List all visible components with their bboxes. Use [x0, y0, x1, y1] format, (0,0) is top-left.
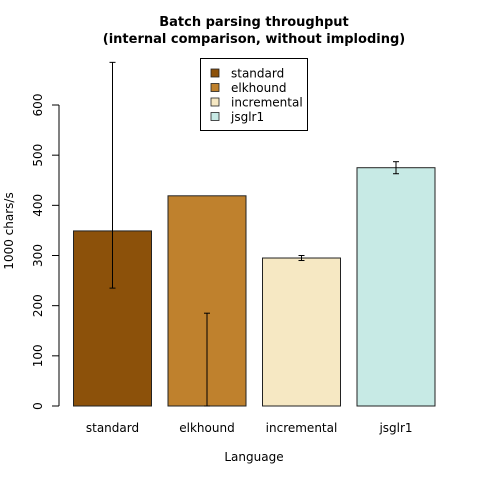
y-axis: 0 100 200 300 400 500 600 — [31, 94, 60, 410]
bars-group — [73, 167, 436, 407]
x-axis-title: Language — [224, 450, 283, 464]
y-axis-title: 1000 chars/s — [2, 192, 16, 269]
x-tick-label-jsglr1: jsglr1 — [378, 421, 412, 435]
legend-swatch-incremental — [210, 97, 220, 107]
x-tick-labels: standard elkhound incremental jsglr1 — [86, 421, 413, 435]
legend-swatch-elkhound — [210, 83, 220, 92]
bar-jsglr1 — [356, 167, 436, 407]
chart-title-line-2: (internal comparison, without imploding) — [103, 32, 405, 47]
legend-swatch-jsglr1 — [210, 112, 220, 121]
bar-incremental — [262, 257, 341, 407]
y-tick-label-300: 300 — [31, 244, 45, 267]
legend-label-incremental: incremental — [231, 96, 303, 110]
y-tick-label-400: 400 — [31, 194, 45, 217]
error-bars-group — [109, 61, 399, 407]
y-tick-label-600: 600 — [31, 94, 45, 117]
legend-label-jsglr1: jsglr1 — [230, 110, 264, 124]
y-tick-label-500: 500 — [31, 144, 45, 167]
chart-title-line-1: Batch parsing throughput — [159, 15, 349, 30]
x-tick-label-elkhound: elkhound — [179, 421, 234, 435]
x-tick-label-standard: standard — [86, 421, 139, 435]
legend-label-elkhound: elkhound — [231, 81, 286, 95]
y-tick-label-100: 100 — [31, 344, 45, 367]
x-tick-label-incremental: incremental — [266, 421, 338, 435]
y-tick-label-0: 0 — [31, 402, 45, 410]
y-tick-label-200: 200 — [31, 294, 45, 317]
legend-label-standard: standard — [231, 67, 284, 81]
legend-swatch-standard — [210, 68, 220, 78]
